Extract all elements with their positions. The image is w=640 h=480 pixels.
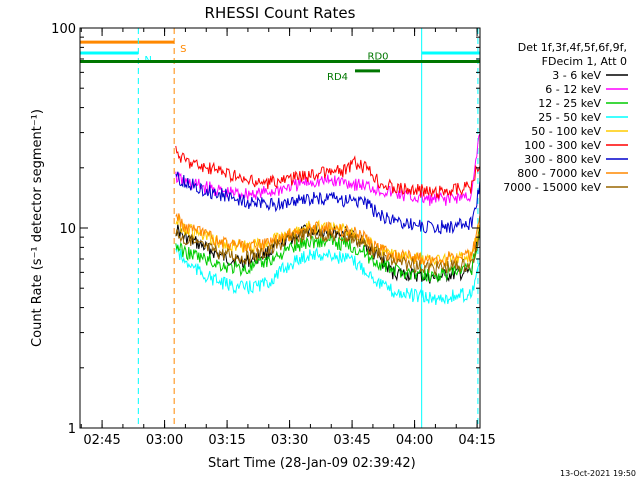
annotation-label-4: RD0 — [368, 51, 389, 62]
legend-label: 6 - 12 keV — [545, 83, 601, 96]
x-tick-label: 04:15 — [458, 433, 495, 448]
legend-label: 300 - 800 keV — [524, 153, 601, 166]
x-tick-label: 02:45 — [83, 433, 120, 448]
series-line-7000-15000-keV — [175, 228, 480, 276]
footer-timestamp: 13-Oct-2021 19:50 — [560, 469, 636, 478]
x-tick-label: 03:00 — [146, 433, 183, 448]
y-tick-label: 100 — [51, 22, 76, 37]
annotation-label-5: RD4 — [327, 72, 348, 83]
legend-label: 12 - 25 keV — [538, 97, 601, 110]
legend-label: 50 - 100 keV — [531, 125, 601, 138]
legend-label: 100 - 300 keV — [524, 139, 601, 152]
series-line-12-25-keV — [175, 230, 481, 283]
series-line-300-800-keV — [175, 171, 481, 235]
legend-label: 3 - 6 keV — [552, 69, 601, 82]
x-axis-label: Start Time (28-Jan-09 02:39:42) — [208, 456, 416, 471]
legend-header-line: Det 1f,3f,4f,5f,6f,9f, — [518, 41, 627, 54]
legend-label: 7000 - 15000 keV — [503, 181, 601, 194]
series-line-100-300-keV — [175, 145, 481, 199]
x-tick-label: 03:30 — [271, 433, 308, 448]
y-tick-label: 1 — [68, 422, 76, 437]
annotation-label-0: S — [180, 44, 186, 55]
x-tick-label: 03:15 — [208, 433, 245, 448]
legend-header-line: FDecim 1, Att 0 — [542, 55, 627, 68]
x-tick-label: 03:45 — [333, 433, 370, 448]
series-line-25-50-keV — [175, 244, 481, 305]
x-tick-label: 04:00 — [396, 433, 433, 448]
y-tick-label: 10 — [59, 222, 76, 237]
chart-title: RHESSI Count Rates — [205, 4, 356, 22]
y-axis-label: Count Rate (s⁻¹ detector segment⁻¹) — [30, 109, 45, 347]
legend: Det 1f,3f,4f,5f,6f,9f,FDecim 1, Att 03 -… — [503, 41, 628, 194]
legend-label: 800 - 7000 keV — [517, 167, 601, 180]
axes: 1 10 100 02:45 03:00 03:15 03:30 03:45 04:00 04:1… — [51, 22, 496, 448]
series-group — [175, 133, 481, 305]
series-line-6-12-keV — [175, 133, 481, 206]
legend-label: 25 - 50 keV — [538, 111, 601, 124]
